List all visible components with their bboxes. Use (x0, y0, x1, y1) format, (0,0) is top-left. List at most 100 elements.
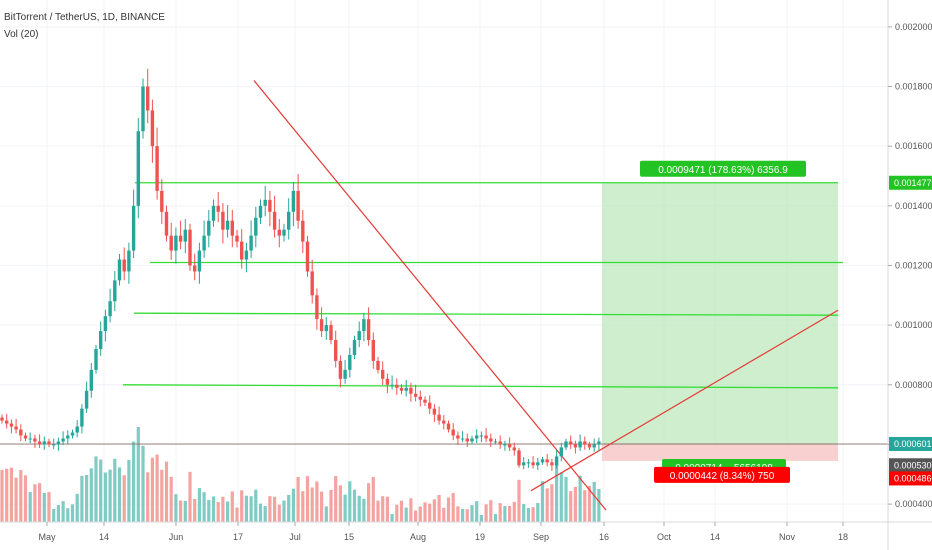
time-tick-label: 17 (233, 532, 243, 542)
candle-body (122, 259, 126, 272)
volume-bar (536, 503, 540, 522)
candle-body (160, 190, 164, 212)
volume-bar (23, 475, 28, 522)
target-label: 0.0009471 (178.63%) 6356.9 (658, 165, 788, 176)
volume-bar (348, 481, 352, 522)
time-tick-label: 14 (710, 532, 720, 542)
volume-bar (141, 445, 145, 522)
volume-bar (498, 503, 502, 522)
volume-indicator-label[interactable]: Vol (20) (4, 29, 39, 40)
time-tick-label: Aug (410, 532, 426, 542)
candle-body (399, 387, 404, 391)
price-tag (889, 471, 932, 486)
volume-bar (132, 441, 136, 522)
candle-body (263, 199, 267, 206)
volume-bar (94, 456, 98, 522)
price-tag (889, 458, 932, 473)
volume-bar (160, 469, 164, 522)
volume-bar (301, 491, 305, 522)
candle-body (211, 205, 216, 221)
volume-bar (150, 457, 154, 522)
candle-body (301, 220, 305, 242)
volume-bar (371, 477, 375, 522)
volume-bar (442, 507, 446, 522)
volume-bar (587, 486, 592, 522)
candle-body (493, 441, 498, 443)
candle-body (371, 340, 375, 361)
drawn-lines[interactable] (0, 80, 888, 511)
volume-bar (99, 459, 103, 522)
candle-body (244, 250, 249, 260)
volume-bar (569, 491, 573, 522)
candle-body (99, 331, 103, 349)
volume-bar (357, 495, 361, 522)
candle-body (61, 438, 65, 442)
candle-body (503, 444, 507, 446)
volume-bar (108, 469, 112, 522)
volume-bar (338, 485, 342, 522)
candle-body (583, 441, 587, 445)
volume-bar (282, 500, 286, 522)
volume-bar (155, 454, 159, 522)
candle-body (174, 235, 178, 251)
volume-bar (456, 506, 460, 522)
candle-body (183, 229, 187, 242)
volume-bar (127, 460, 131, 522)
candle-body (33, 438, 37, 442)
volume-bar (75, 493, 79, 522)
candle-body (141, 86, 145, 132)
time-tick-label: Jun (169, 532, 184, 542)
volume-bar (38, 483, 42, 522)
price-tag (889, 436, 932, 451)
candle-body (432, 408, 437, 415)
candle-body (84, 390, 89, 409)
candle-body (150, 110, 155, 147)
volume-bar (5, 468, 9, 522)
candle-body (338, 360, 343, 379)
volume-bar (221, 496, 225, 522)
candle-body (136, 131, 140, 206)
volume-bar (122, 475, 126, 522)
candle-body (366, 319, 371, 341)
candle-body (188, 229, 192, 266)
volume-bar (240, 490, 244, 522)
candle-body (254, 217, 258, 236)
candle-body (282, 229, 286, 236)
candle-body (507, 444, 512, 448)
candle-body (395, 384, 399, 388)
candle-body (108, 301, 112, 317)
candle-body (390, 384, 394, 386)
chart-legend: BitTorrent / TetherUS, 1D, BINANCE Vol (… (4, 9, 165, 43)
volume-bar (461, 509, 465, 522)
symbol-title[interactable]: BitTorrent / TetherUS, 1D, BINANCE (4, 12, 165, 23)
candle-body (37, 441, 42, 445)
volume-bar (268, 496, 272, 522)
candle-body (225, 220, 230, 230)
candle-body (545, 459, 549, 463)
long-position-tool[interactable] (601, 182, 838, 461)
volume-bar (47, 492, 51, 522)
volume-bar (329, 490, 333, 522)
candle-body (531, 462, 535, 466)
volume-bar (169, 476, 173, 522)
candle-body (517, 450, 521, 466)
candle-body (428, 402, 432, 409)
volume-bar (310, 487, 314, 522)
candle-body (235, 235, 239, 242)
time-tick-label: Nov (779, 532, 796, 542)
candle-body (587, 444, 592, 448)
candle-body (287, 211, 291, 230)
volume-bar (376, 500, 380, 522)
volume-bar (592, 481, 596, 522)
volume-bar (583, 490, 587, 522)
time-tick-label: Oct (657, 532, 672, 542)
candle-body (451, 429, 455, 436)
candle-body (592, 444, 596, 448)
candle-body (0, 417, 4, 421)
support-line (122, 384, 839, 389)
volume-bar (381, 496, 385, 522)
volume-bar (296, 477, 300, 522)
candle-body (70, 432, 75, 436)
